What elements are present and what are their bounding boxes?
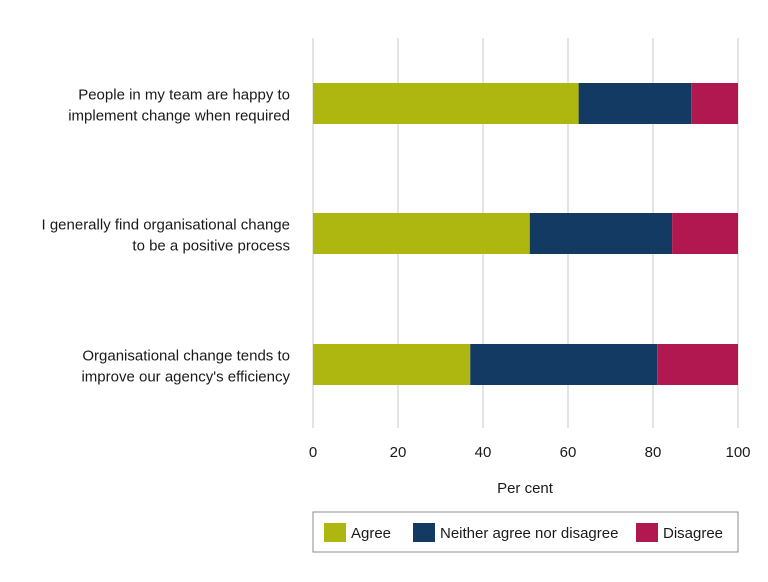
- category-label: People in my team are happy to implement …: [68, 87, 290, 125]
- legend-swatch-disagree: [636, 523, 658, 542]
- legend-swatch-neither: [413, 523, 435, 542]
- bars: [313, 83, 738, 385]
- x-tick-label: 40: [475, 444, 492, 461]
- bar-segment: [657, 344, 738, 385]
- category-labels: People in my team are happy to implement …: [41, 87, 290, 386]
- bar-segment: [578, 83, 692, 124]
- bar-segment: [313, 344, 471, 385]
- x-tick-label: 80: [645, 444, 662, 461]
- category-label: I generally find organisational change to…: [41, 217, 290, 255]
- legend-label: Agree: [351, 525, 391, 542]
- category-label: Organisational change tends to improve ou…: [81, 348, 290, 386]
- x-tick-label: 60: [560, 444, 577, 461]
- x-tick-label: 20: [390, 444, 407, 461]
- x-tick-label: 100: [725, 444, 750, 461]
- legend: Agree Neither agree nor disagree Disagree: [312, 511, 739, 553]
- x-axis-title: Per cent: [497, 480, 554, 497]
- legend-frame: [312, 511, 739, 553]
- bar-segment: [470, 344, 658, 385]
- bar-segment: [672, 213, 738, 254]
- legend-swatch-agree: [324, 523, 346, 542]
- legend-label: Neither agree nor disagree: [440, 525, 618, 542]
- bar-segment: [313, 83, 579, 124]
- bar-segment: [529, 213, 673, 254]
- bar-segment: [691, 83, 738, 124]
- legend-label: Disagree: [663, 525, 723, 542]
- x-tick-label: 0: [309, 444, 317, 461]
- bar-segment: [313, 213, 530, 254]
- x-tick-labels: 0 20 40 60 80 100: [309, 444, 751, 461]
